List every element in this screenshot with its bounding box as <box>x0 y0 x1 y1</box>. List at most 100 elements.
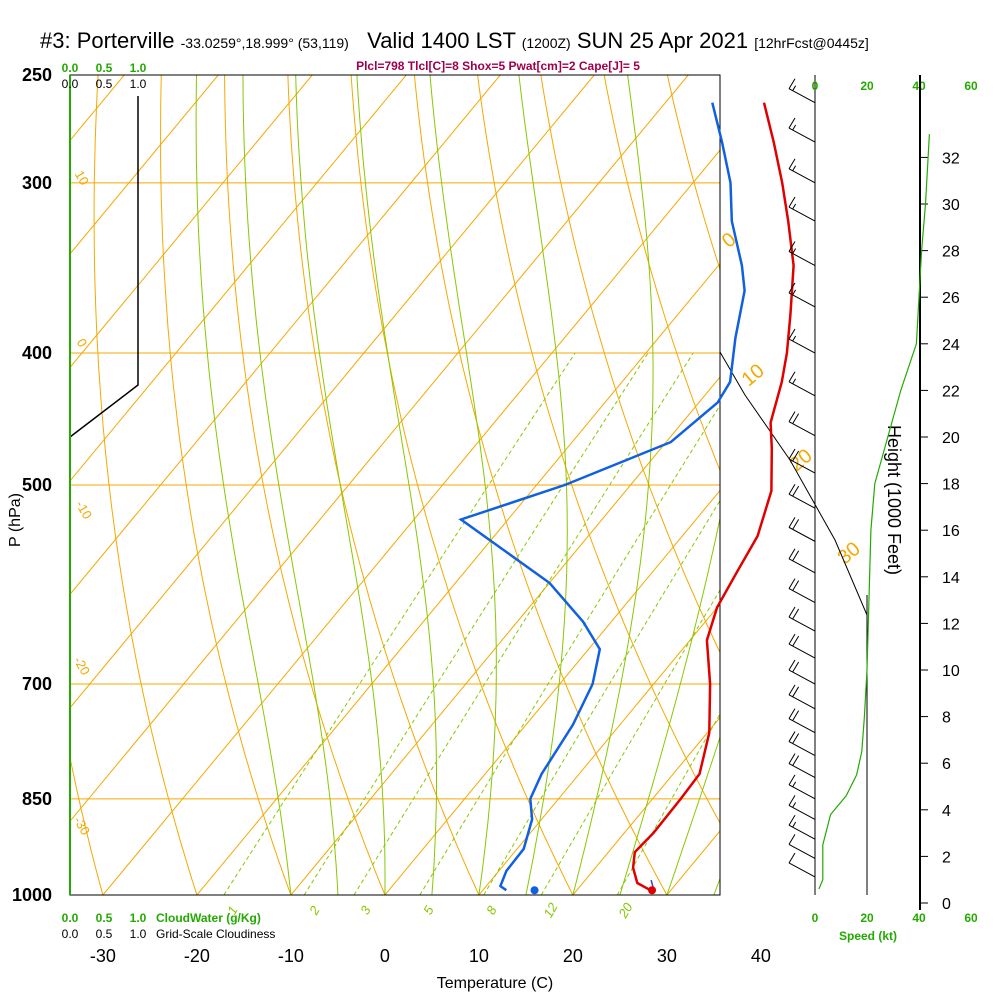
top-cloudiness-tick: 1.0 <box>130 77 147 91</box>
wind-barb-flag <box>792 710 800 721</box>
wind-barb-half <box>792 781 797 788</box>
wind-speed-profile-line <box>818 134 930 890</box>
moist-adiabat-line <box>242 75 339 895</box>
height-tick-label: 18 <box>942 477 960 494</box>
valid-date: SUN 25 Apr 2021 <box>576 28 749 53</box>
isotherm-line <box>70 75 313 369</box>
dry-adiabat-label: -30 <box>71 814 93 838</box>
dry-adiabat-line <box>982 70 1000 895</box>
wind-barb-flag <box>788 483 796 495</box>
wind-barb-flag <box>792 413 800 424</box>
mixing-ratio-label: 8 <box>483 903 500 917</box>
wind-barb-flag <box>788 117 796 129</box>
height-tick-label: 22 <box>942 383 960 400</box>
mixing-ratio-line <box>303 352 649 895</box>
wind-barb-flag <box>788 684 796 696</box>
wind-barb <box>788 282 816 308</box>
wind-barb-flag <box>792 686 800 698</box>
wind-barb-staff <box>788 824 816 840</box>
moist-adiabat-line <box>666 735 720 895</box>
moist-adiabat-line <box>619 516 720 895</box>
wind-barb-staff <box>788 421 816 437</box>
temperature-line <box>631 102 795 892</box>
isotherm-line <box>70 75 595 709</box>
dry-adiabat-line <box>287 75 480 895</box>
wind-barb-staff <box>788 669 816 685</box>
wind-barb-staff <box>788 616 816 632</box>
temperature-tick-label: -20 <box>184 946 210 966</box>
wind-barb-flag <box>788 578 796 589</box>
wind-barb-flag <box>788 282 796 294</box>
wind-barb <box>788 708 816 734</box>
wind-barb-flag <box>792 733 800 744</box>
height-tick-label: 10 <box>942 663 960 680</box>
wind-barb-half <box>792 165 797 172</box>
wind-barb <box>788 158 816 184</box>
dry-adiabat-line <box>70 755 104 895</box>
isotherm-line <box>384 489 720 895</box>
cloudiness-line <box>69 96 139 438</box>
wind-barb <box>788 731 816 757</box>
wind-barb <box>788 606 816 632</box>
height-axis-title: Height (1000 Feet) <box>884 425 904 575</box>
moist-adiabat-line <box>518 75 568 895</box>
wind-barb <box>788 328 816 354</box>
wind-barb-staff <box>788 458 816 474</box>
wind-barb-flag <box>792 580 800 591</box>
wind-barb-flag <box>788 548 796 560</box>
height-tick-label: 14 <box>942 570 960 587</box>
top-cloudwater-tick: 0.5 <box>96 61 113 75</box>
height-tick-label: 20 <box>942 430 960 447</box>
mixing-ratio-line <box>353 352 694 895</box>
surface-temperature-dot <box>648 886 657 895</box>
wind-barb <box>788 117 816 143</box>
dewpoint-line <box>458 102 746 892</box>
isotherm-line <box>478 603 720 895</box>
wind-barb-staff <box>788 588 816 604</box>
wind-barb-flag <box>788 731 796 742</box>
wind-barb <box>788 78 816 104</box>
wind-barb <box>788 834 816 859</box>
pressure-tick-label: 300 <box>22 173 52 193</box>
dry-adiabat-line <box>540 75 720 654</box>
moist-adiabat-line <box>295 75 386 895</box>
zulu-time: (1200Z) <box>521 35 571 51</box>
wind-barb-flag <box>788 659 796 671</box>
dry-adiabat-line <box>350 75 574 895</box>
wind-barb <box>788 196 816 222</box>
dry-adiabat-label: 10 <box>72 168 92 188</box>
wind-barb-flag <box>788 241 796 252</box>
temperature-axis-title: Temperature (C) <box>437 975 553 992</box>
parcel-info: Plcl=798 Tlcl[C]=8 Shox=5 Pwat[cm]=2 Cap… <box>356 59 640 73</box>
plot-area <box>70 70 1000 895</box>
moist-adiabat-line <box>356 75 437 895</box>
wind-barb-flag <box>788 411 796 422</box>
pressure-tick-label: 850 <box>22 789 52 809</box>
wind-barb-flag <box>788 196 796 208</box>
wind-barb-flag <box>788 834 796 845</box>
temperature-tick-label: 20 <box>563 946 583 966</box>
pressure-axis-title: P (hPa) <box>7 493 24 547</box>
isotherm-label: 30 <box>834 538 865 569</box>
wind-barb <box>788 633 816 659</box>
top-cloudiness-tick: 0.0 <box>62 77 79 91</box>
height-tick-label: 16 <box>942 523 960 540</box>
height-tick-label: 6 <box>942 756 951 773</box>
height-tick-label: 4 <box>942 803 951 820</box>
temperature-tick-label: 30 <box>657 946 677 966</box>
wind-barb-flag <box>792 755 800 766</box>
wind-barb-half <box>792 378 797 385</box>
mixing-ratio-line <box>419 404 720 895</box>
wind-barb-flag <box>792 661 800 673</box>
height-tick-label: 0 <box>942 896 951 913</box>
forecast-info: [12hrFcst@0445z] <box>754 35 869 51</box>
wind-barb <box>788 753 816 779</box>
moist-adiabat-line <box>572 75 654 895</box>
isotherm-line <box>855 75 1000 895</box>
mixing-ratio-line <box>540 589 720 895</box>
isotherm-line <box>761 75 1000 895</box>
dry-adiabat-line <box>224 75 386 895</box>
station-coords: -33.0259°,18.999° (53,119) <box>180 35 349 51</box>
wind-barb-flag <box>788 78 796 89</box>
